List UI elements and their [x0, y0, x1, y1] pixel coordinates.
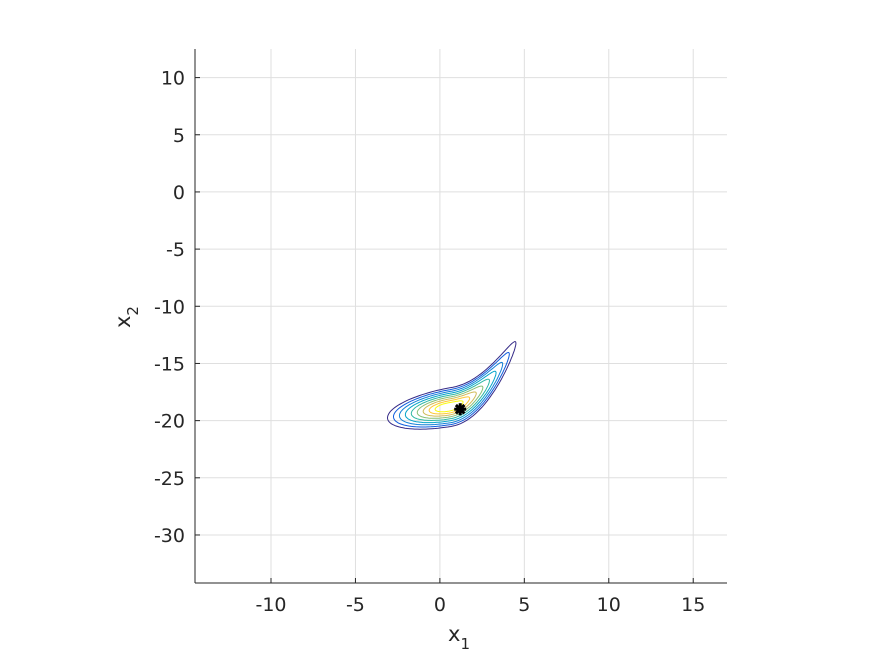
x-axis-label: x1 [448, 622, 470, 653]
marker-layer [454, 403, 467, 416]
x-tick-labels: -10 -5 0 5 10 15 [255, 594, 705, 616]
y-axis-label: x2 [111, 306, 142, 328]
x-tick-label: -5 [346, 594, 365, 616]
y-tick-label: -15 [154, 353, 185, 375]
grid-lines [195, 49, 727, 583]
y-tick-label: 10 [161, 68, 185, 90]
x-tick-label: 0 [434, 594, 446, 616]
contour-line [410, 378, 491, 422]
y-tick-label: -20 [154, 411, 185, 433]
y-tick-label: -30 [154, 525, 185, 547]
mode-marker [454, 403, 467, 416]
contour-line [393, 352, 510, 428]
axes [194, 49, 727, 584]
y-tick-label: 0 [173, 182, 185, 204]
y-tick-labels: 10 5 0 -5 -10 -15 -20 -25 -30 [154, 68, 185, 547]
marker-stroke [454, 403, 466, 415]
x-tick-label: 10 [597, 594, 621, 616]
contour-lines [386, 341, 517, 430]
y-tick-label: -10 [154, 296, 185, 318]
y-tick-label: -5 [166, 239, 185, 261]
contour-line [398, 361, 504, 426]
contour-line [404, 370, 497, 424]
x-tick-label: 5 [518, 594, 530, 616]
x-tick-label: -10 [255, 594, 286, 616]
y-tick-label: -25 [154, 468, 185, 490]
x-tick-label: 15 [681, 594, 705, 616]
contour-line [386, 341, 517, 430]
contour-line [416, 385, 484, 419]
y-tick-label: 5 [173, 125, 185, 147]
